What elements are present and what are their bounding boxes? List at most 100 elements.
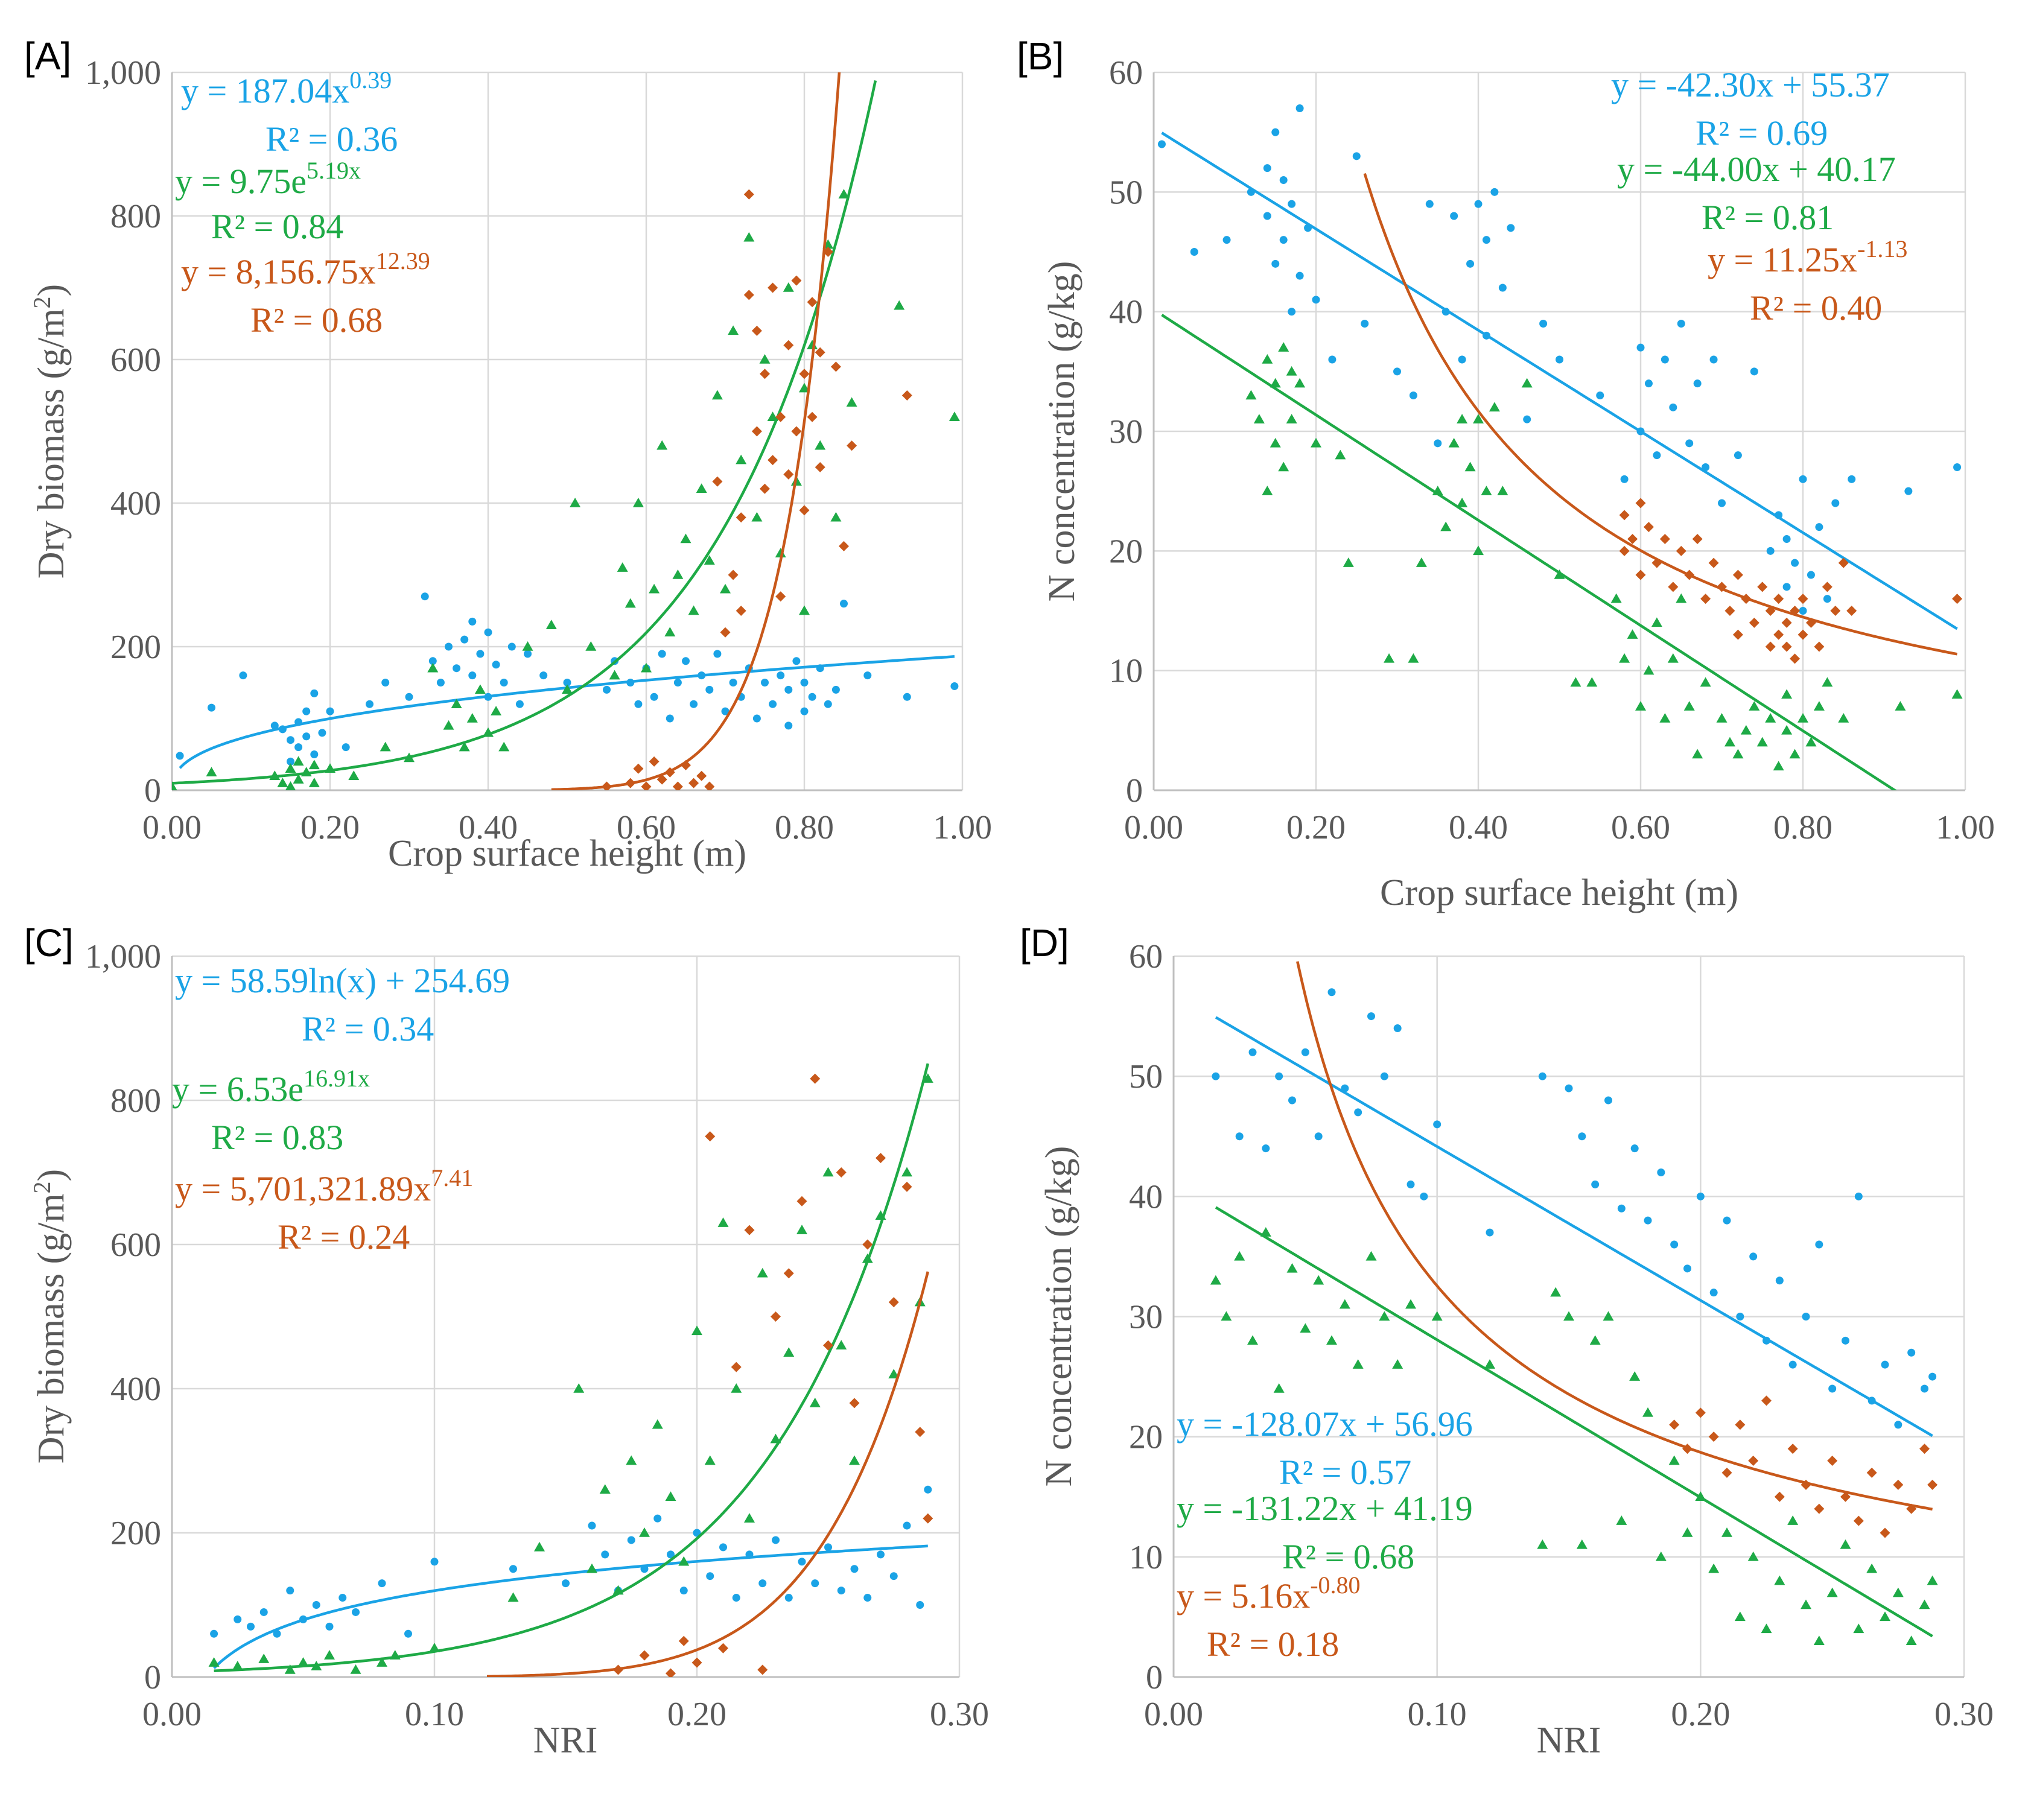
- y-tick-label: 40: [1109, 294, 1143, 331]
- data-point: [830, 512, 842, 522]
- data-point: [1629, 1371, 1641, 1381]
- data-point: [585, 641, 597, 651]
- data-point: [1735, 1419, 1746, 1430]
- panel-label: [D]: [1020, 921, 1069, 965]
- data-point: [800, 707, 809, 715]
- r-squared-blue: R² = 0.69: [1696, 113, 1828, 153]
- data-point: [492, 661, 500, 669]
- data-point: [736, 454, 747, 465]
- series-green: [208, 1063, 933, 1674]
- data-point: [809, 1397, 821, 1407]
- data-point: [436, 679, 445, 686]
- data-point: [923, 1513, 933, 1524]
- data-point: [836, 1340, 847, 1350]
- x-tick-label: 0.20: [1286, 809, 1346, 846]
- x-tick-label: 0.80: [775, 809, 834, 846]
- data-point: [428, 657, 437, 665]
- equation-green: y = 9.75e5.19x: [175, 157, 361, 201]
- data-point: [743, 232, 755, 242]
- data-point: [760, 483, 770, 494]
- data-point: [1736, 1313, 1744, 1321]
- data-point: [1498, 284, 1507, 292]
- data-point: [649, 756, 660, 767]
- data-point: [1848, 475, 1856, 483]
- data-point: [1814, 1503, 1825, 1514]
- data-point: [1724, 606, 1735, 616]
- x-tick-label: 1.00: [933, 809, 992, 846]
- data-point: [586, 1563, 597, 1573]
- data-point: [1831, 499, 1840, 507]
- r-squared-green: R² = 0.81: [1702, 198, 1834, 237]
- data-point: [1596, 392, 1604, 399]
- data-point: [1676, 545, 1686, 556]
- data-point: [1685, 439, 1694, 448]
- data-point: [1683, 1264, 1691, 1273]
- data-point: [824, 700, 832, 708]
- data-point: [1790, 653, 1801, 664]
- data-point: [639, 1527, 650, 1537]
- data-point: [1644, 1216, 1652, 1225]
- y-tick-label: 10: [1129, 1539, 1163, 1576]
- data-point: [634, 700, 643, 708]
- data-point: [924, 1485, 932, 1494]
- data-point: [1669, 403, 1677, 411]
- data-point: [772, 1536, 780, 1544]
- data-point: [799, 505, 810, 516]
- data-point: [1761, 1395, 1772, 1406]
- data-point: [1919, 1599, 1930, 1609]
- data-point: [339, 1594, 347, 1602]
- equation-orange: y = 5,701,321.89x7.41: [175, 1164, 473, 1208]
- trendline-blue: [1215, 1016, 1933, 1438]
- data-point: [731, 1383, 742, 1393]
- data-point: [1866, 1563, 1878, 1573]
- data-point: [1799, 607, 1807, 615]
- data-point: [649, 583, 660, 594]
- trendline-blue: [213, 1544, 928, 1669]
- data-point: [1822, 677, 1833, 687]
- data-point: [1328, 355, 1337, 364]
- data-point: [1828, 1384, 1837, 1393]
- data-point: [1262, 354, 1273, 364]
- data-point: [1661, 355, 1669, 364]
- data-point: [1748, 1456, 1759, 1466]
- data-point: [352, 1608, 360, 1616]
- data-point: [1604, 1096, 1612, 1105]
- data-point: [743, 290, 754, 300]
- data-point: [696, 770, 707, 781]
- data-point: [588, 1521, 596, 1530]
- data-point: [297, 1657, 309, 1667]
- x-tick-label: 0.00: [142, 809, 202, 846]
- data-point: [791, 275, 802, 286]
- data-point: [1486, 1228, 1494, 1237]
- data-point: [1740, 725, 1752, 735]
- data-point: [757, 1664, 768, 1675]
- data-point: [498, 741, 510, 752]
- data-point: [815, 440, 826, 450]
- data-point: [1253, 414, 1265, 423]
- data-point: [744, 1513, 755, 1523]
- data-point: [545, 620, 557, 630]
- data-point: [285, 781, 296, 790]
- r-squared-orange: R² = 0.68: [250, 300, 383, 340]
- data-point: [1791, 559, 1799, 567]
- data-point: [599, 1484, 611, 1494]
- series-orange: [1363, 173, 1963, 664]
- data-point: [1379, 1311, 1390, 1321]
- y-tick-label: 1,000: [85, 54, 161, 92]
- data-point: [771, 1311, 781, 1322]
- data-point: [849, 1398, 860, 1409]
- data-point: [1408, 653, 1419, 663]
- data-point: [1827, 1456, 1838, 1466]
- data-point: [1627, 534, 1638, 544]
- data-point: [1787, 1515, 1799, 1525]
- data-point: [1286, 1263, 1298, 1273]
- data-point: [270, 721, 279, 730]
- data-point: [1361, 320, 1369, 328]
- data-point: [807, 411, 818, 422]
- y-tick-label: 800: [110, 198, 161, 235]
- data-point: [696, 483, 707, 493]
- data-point: [1815, 1240, 1823, 1249]
- data-point: [239, 671, 247, 680]
- data-point: [1756, 737, 1768, 747]
- data-point: [445, 642, 453, 651]
